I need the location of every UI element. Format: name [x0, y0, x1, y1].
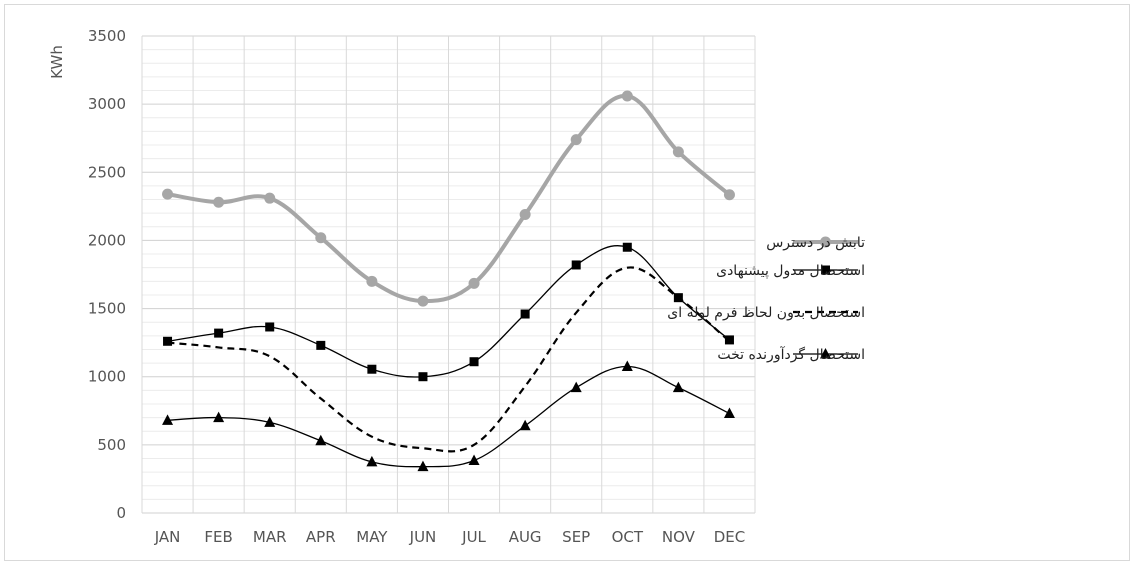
x-tick-label: JAN [154, 528, 181, 546]
x-tick-label: JUL [461, 528, 486, 546]
x-tick-label: JUN [409, 528, 437, 546]
series-line [167, 365, 730, 468]
triangle-marker [820, 348, 831, 359]
triangle-marker [213, 411, 225, 423]
y-axis-label: KWh [48, 45, 66, 79]
x-tick-label: NOV [662, 528, 696, 546]
square-marker [265, 322, 275, 332]
triangle-marker [417, 460, 429, 472]
y-tick-label: 2500 [88, 163, 126, 181]
triangle-marker [672, 381, 684, 393]
square-marker [724, 335, 734, 345]
triangle-marker [366, 455, 378, 467]
series-line [167, 266, 731, 453]
x-axis-ticks: JAN FEB MAR APR MAY JUN JUL AUG SEP OCT NOV DEC [154, 528, 746, 546]
grid-lines [141, 35, 756, 514]
x-tick-label: OCT [612, 528, 644, 546]
circle-marker [315, 232, 327, 244]
triangle-marker [468, 454, 480, 466]
square-marker [469, 357, 479, 367]
y-tick-label: 1000 [88, 368, 126, 386]
x-tick-label: SEP [562, 528, 590, 546]
series-group [162, 90, 735, 472]
square-marker [571, 260, 581, 270]
circle-marker [723, 189, 735, 201]
circle-marker [264, 192, 276, 204]
y-tick-label: 3500 [88, 27, 126, 45]
square-marker [622, 242, 632, 252]
y-tick-label: 2000 [88, 231, 126, 249]
x-tick-label: DEC [714, 528, 746, 546]
legend-label: استحصال گردآورنده تخت [717, 346, 865, 363]
chart-frame [4, 4, 1130, 561]
series-3 [167, 266, 731, 453]
x-tick-label: AUG [509, 528, 542, 546]
legend-label: استحصال مدول پیشنهادی [716, 263, 865, 279]
y-tick-label: 1500 [88, 300, 126, 318]
circle-marker [621, 90, 633, 102]
circle-marker [519, 209, 531, 221]
triangle-marker [315, 434, 327, 446]
legend: تابش در دسترس استحصال مدول پیشنهادی استحصا… [667, 235, 865, 363]
square-marker [316, 340, 326, 350]
x-tick-label: MAR [253, 528, 287, 546]
x-tick-label: MAY [356, 528, 388, 546]
series-4 [162, 360, 735, 472]
triangle-marker [162, 414, 174, 425]
square-marker [821, 265, 830, 275]
legend-item: استحصال بدون لحاظ فرم لوله ای [667, 305, 865, 321]
legend-label: استحصال بدون لحاظ فرم لوله ای [667, 305, 865, 321]
circle-marker [672, 146, 684, 158]
square-marker [163, 336, 173, 346]
triangle-marker [570, 381, 582, 393]
circle-marker [162, 188, 174, 200]
triangle-marker [621, 360, 633, 371]
legend-item: استحصال گردآورنده تخت [717, 346, 865, 363]
circle-marker [820, 236, 831, 248]
square-marker [520, 309, 530, 319]
circle-marker [366, 275, 378, 287]
square-marker [418, 372, 428, 382]
series-1 [162, 90, 735, 307]
circle-marker [570, 134, 582, 146]
y-tick-label: 500 [97, 436, 126, 454]
triangle-marker [723, 407, 735, 419]
square-marker [214, 328, 224, 338]
legend-label: تابش در دسترس [766, 235, 865, 251]
triangle-marker [264, 416, 276, 427]
y-tick-label: 3000 [88, 95, 126, 113]
circle-marker [468, 277, 480, 289]
triangle-marker [519, 419, 531, 431]
x-tick-label: FEB [204, 528, 232, 546]
legend-item: تابش در دسترس [766, 235, 865, 251]
circle-marker [213, 196, 225, 208]
legend-item: استحصال مدول پیشنهادی [716, 263, 865, 279]
circle-marker [417, 295, 429, 307]
square-marker [367, 364, 377, 374]
y-axis-ticks: 0 500 1000 1500 2000 2500 3000 3500 [88, 27, 126, 522]
series-2 [163, 242, 734, 382]
y-tick-label: 0 [116, 504, 126, 522]
x-tick-label: APR [306, 528, 336, 546]
